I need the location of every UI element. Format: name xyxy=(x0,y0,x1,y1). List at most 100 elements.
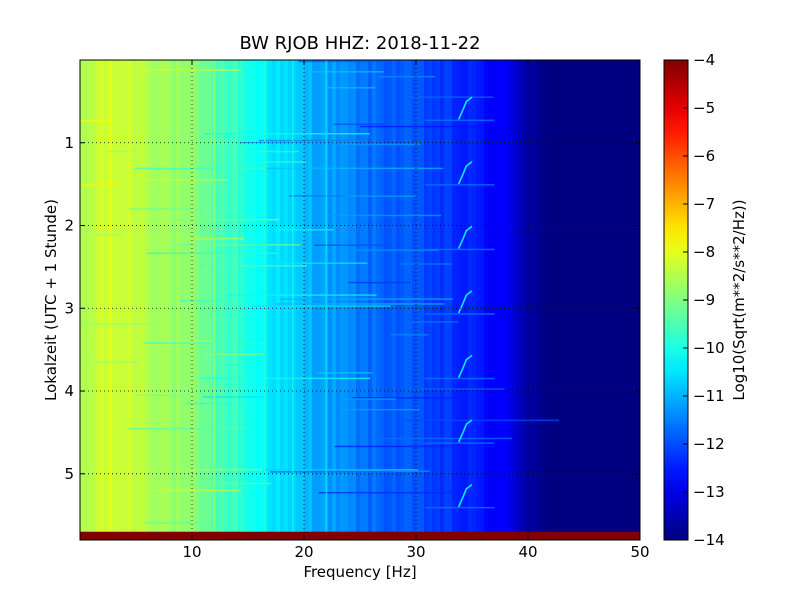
heat-column xyxy=(592,60,597,540)
heat-column xyxy=(432,60,437,540)
time-streak xyxy=(274,229,334,231)
time-streak xyxy=(359,125,484,128)
heat-column xyxy=(124,60,129,540)
colorbar-tick-label: −14 xyxy=(693,531,725,549)
time-streak xyxy=(334,445,495,448)
heat-column xyxy=(304,60,309,540)
heat-column xyxy=(356,60,361,540)
heat-column xyxy=(636,60,640,540)
x-axis-ticks: 10 20 30 40 50 xyxy=(182,60,650,561)
time-streak xyxy=(106,150,133,153)
heat-column xyxy=(532,60,537,540)
colorbar-tick-label: −11 xyxy=(693,387,725,405)
heat-column xyxy=(524,60,529,540)
time-streak xyxy=(244,150,299,153)
heat-column xyxy=(440,60,445,540)
time-streak xyxy=(143,342,263,344)
heat-column xyxy=(576,60,581,540)
colorbar-tick-label: −10 xyxy=(693,339,725,357)
heat-column xyxy=(520,60,525,540)
heat-column xyxy=(436,60,441,540)
time-streak xyxy=(370,437,512,440)
heat-column xyxy=(244,60,249,540)
heat-column xyxy=(120,60,125,540)
time-streak xyxy=(132,489,241,492)
heat-column xyxy=(340,60,345,540)
spectral-line xyxy=(213,60,216,532)
heat-column xyxy=(160,60,165,540)
heat-column xyxy=(428,60,433,540)
colorbar-tick-label: −7 xyxy=(693,195,715,213)
heat-column xyxy=(148,60,153,540)
time-streak xyxy=(268,262,368,264)
heat-column xyxy=(360,60,365,540)
heat-column xyxy=(332,60,337,540)
drift-streak xyxy=(424,248,495,251)
time-streak xyxy=(327,214,442,217)
heat-column xyxy=(264,60,269,540)
y-tick-label: 1 xyxy=(64,134,74,152)
time-streak xyxy=(200,265,307,267)
colorbar-tick-label: −9 xyxy=(693,291,715,309)
bright-spectral-lines xyxy=(191,60,328,532)
heat-column xyxy=(248,60,253,540)
spectral-line xyxy=(292,60,294,532)
heat-column xyxy=(300,60,305,540)
heat-column xyxy=(492,60,497,540)
drift-curve xyxy=(457,483,473,508)
drift-curve xyxy=(457,161,473,185)
time-streak xyxy=(208,142,236,145)
time-streak xyxy=(312,71,385,73)
time-streak xyxy=(355,249,439,251)
x-tick-label: 50 xyxy=(630,543,649,561)
colorbar-label: Log10(Sqrt(m**2/s**2/Hz)) xyxy=(730,199,748,400)
plot-frame xyxy=(79,59,641,541)
heat-column xyxy=(616,60,621,540)
heat-column xyxy=(372,60,377,540)
heat-columns xyxy=(80,60,640,540)
saturated-band xyxy=(80,531,640,540)
heat-column xyxy=(480,60,485,540)
heat-column xyxy=(80,60,85,540)
time-streak xyxy=(405,419,559,422)
x-tick-label: 10 xyxy=(182,543,201,561)
heat-column xyxy=(460,60,465,540)
time-streak xyxy=(145,522,216,524)
time-streak xyxy=(412,321,458,323)
heat-column xyxy=(584,60,589,540)
heat-column xyxy=(308,60,313,540)
drift-curve xyxy=(457,354,473,379)
heat-column xyxy=(364,60,369,540)
heat-column xyxy=(596,60,601,540)
time-streak xyxy=(226,294,377,296)
time-streak xyxy=(138,468,264,471)
time-streak xyxy=(264,167,444,170)
spectral-line xyxy=(236,60,238,532)
colorbar-tick-label: −5 xyxy=(693,99,715,117)
drift-streak xyxy=(424,184,495,186)
x-axis-label: Frequency [Hz] xyxy=(303,563,416,581)
heat-column xyxy=(568,60,573,540)
heat-column xyxy=(156,60,161,540)
time-streak xyxy=(258,139,360,142)
heat-column xyxy=(600,60,605,540)
heat-column xyxy=(316,60,321,540)
heat-column xyxy=(484,60,489,540)
heat-column xyxy=(392,60,397,540)
heat-column xyxy=(104,60,109,540)
drift-streak xyxy=(424,313,495,315)
heat-column xyxy=(628,60,633,540)
heat-column xyxy=(132,60,137,540)
heat-column xyxy=(396,60,401,540)
time-streak xyxy=(348,195,417,198)
heat-column xyxy=(528,60,533,540)
time-streak xyxy=(298,60,387,63)
time-streak xyxy=(174,340,213,342)
heat-column xyxy=(580,60,585,540)
heat-column xyxy=(268,60,273,540)
heat-column xyxy=(344,60,349,540)
drift-curve xyxy=(457,96,473,120)
heat-column xyxy=(260,60,265,540)
heat-column xyxy=(128,60,133,540)
time-streak xyxy=(129,208,203,210)
